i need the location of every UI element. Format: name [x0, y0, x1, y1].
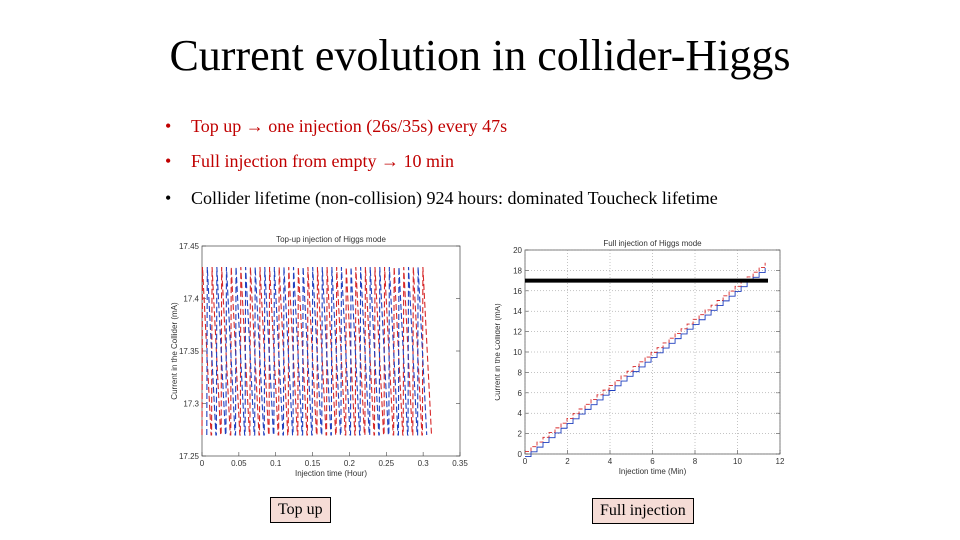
y-tick-label: 17.4 [183, 295, 199, 304]
bullet-marker: • [165, 116, 172, 136]
y-tick-label: 18 [513, 266, 522, 275]
y-tick-label: 10 [513, 348, 522, 357]
top-up-chart-svg: 0 0.05 0.1 0.15 0.2 0.25 0.3 0.35 17.25 17.3 17.35… [170, 235, 468, 478]
x-tick-label: 0.25 [378, 459, 394, 468]
x-axis-label: Injection time (Hour) [295, 469, 367, 478]
x-tick-label: 0.1 [270, 459, 282, 468]
x-tick-label: 12 [776, 457, 785, 466]
bullet-top-up: • Top up → one injection (26s/35s) every … [165, 116, 507, 137]
chart-title: Top-up injection of Higgs mode [276, 235, 386, 244]
x-axis-label: Injection time (Min) [619, 467, 687, 476]
y-axis-label: Current in the Collider (mA) [170, 302, 179, 400]
x-tick-label: 0 [200, 459, 205, 468]
bullet-lifetime: • Collider lifetime (non-collision) 924 h… [165, 188, 718, 209]
top-up-chart: 0 0.05 0.1 0.15 0.2 0.25 0.3 0.35 17.25 17.3 17.35… [160, 228, 475, 483]
y-tick-label: 17.35 [179, 347, 200, 356]
x-tick-label: 2 [565, 457, 570, 466]
slide-title: Current evolution in collider-Higgs [169, 31, 791, 80]
y-tick-label: 12 [513, 328, 522, 337]
y-tick-label: 2 [518, 430, 523, 439]
x-tick-label: 6 [650, 457, 655, 466]
y-tick-label: 20 [513, 246, 522, 255]
full-injection-series-blue [525, 267, 766, 458]
bullet-full-injection: • Full injection from empty → 10 min [165, 151, 454, 172]
x-tick-label: 0 [523, 457, 528, 466]
y-tick-label: 17.25 [179, 452, 200, 461]
y-tick-label: 17.45 [179, 242, 200, 251]
chart-title: Full injection of Higgs mode [603, 239, 702, 248]
x-tick-label: 10 [733, 457, 742, 466]
x-tick-label: 0.2 [344, 459, 356, 468]
x-tick-label: 0.3 [418, 459, 430, 468]
bullet-marker: • [165, 151, 172, 171]
bullet-text: Full injection from empty → 10 min [191, 151, 454, 171]
x-tick-label: 0.35 [452, 459, 468, 468]
full-injection-chart: 0 2 4 6 8 10 12 0 2 4 6 8 10 12 14 16 18 20 Full injection… [495, 232, 785, 482]
top-up-label: Top up [270, 497, 331, 523]
y-tick-label: 0 [518, 450, 523, 459]
top-up-series-red [201, 266, 433, 436]
y-tick-label: 4 [518, 409, 523, 418]
x-tick-label: 0.15 [305, 459, 321, 468]
full-injection-series-red [525, 262, 766, 452]
x-tick-label: 8 [693, 457, 698, 466]
x-tick-label: 4 [608, 457, 613, 466]
x-tick-label: 0.05 [231, 459, 247, 468]
y-tick-label: 16 [513, 287, 522, 296]
full-injection-chart-svg: 0 2 4 6 8 10 12 0 2 4 6 8 10 12 14 16 18 20 Full injection… [495, 239, 785, 476]
y-tick-label: 6 [518, 389, 523, 398]
y-axis-label: Current in the Collider (mA) [495, 303, 502, 401]
top-up-series-blue [206, 266, 428, 436]
y-tick-label: 17.3 [183, 400, 199, 409]
bullet-marker: • [165, 188, 172, 208]
bullet-text: Top up → one injection (26s/35s) every 4… [191, 116, 508, 136]
y-tick-label: 14 [513, 307, 522, 316]
y-tick-label: 8 [518, 368, 523, 377]
bullet-text: Collider lifetime (non-collision) 924 ho… [191, 188, 718, 208]
full-injection-label: Full injection [592, 498, 694, 524]
